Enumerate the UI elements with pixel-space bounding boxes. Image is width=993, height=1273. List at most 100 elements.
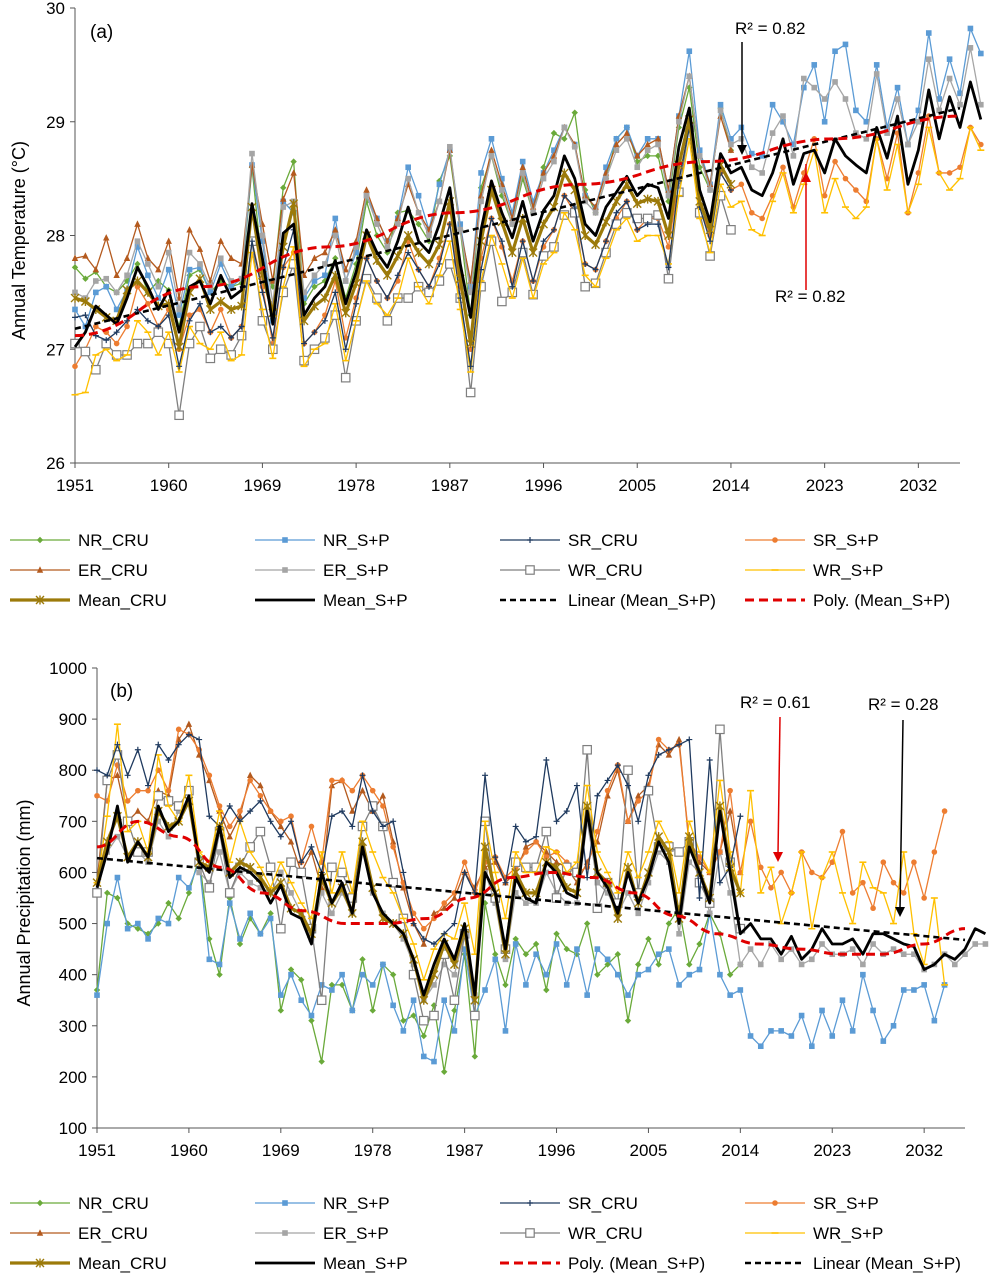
data-point <box>611 196 621 206</box>
data-point <box>93 323 99 330</box>
data-point <box>625 890 631 896</box>
data-point <box>873 62 880 68</box>
data-point <box>502 981 509 989</box>
legend-item-linear: Linear (Mean_S+P) <box>500 591 716 610</box>
data-point <box>332 289 339 296</box>
data-point <box>676 741 683 748</box>
data-point <box>124 323 130 330</box>
data-point <box>217 261 224 267</box>
data-point <box>561 192 568 199</box>
data-point <box>655 141 661 148</box>
legend-item-mean-cru: Mean_CRU <box>10 1254 167 1273</box>
data-point <box>571 143 578 150</box>
data-point <box>676 930 682 937</box>
data-point <box>498 238 505 245</box>
panel-label: (a) <box>90 22 113 43</box>
data-point <box>311 329 318 336</box>
legend-item-sr-cru: SR_CRU <box>500 531 638 550</box>
legend-label: WR_CRU <box>568 1224 643 1243</box>
legend-item-wr-sp: WR_S+P <box>745 1224 883 1243</box>
legend-label: ER_CRU <box>78 1224 148 1243</box>
x-tick-label: 2005 <box>630 1141 668 1160</box>
data-point <box>911 859 917 866</box>
series-line <box>74 126 732 416</box>
data-point <box>925 30 932 36</box>
x-tick-label: 1969 <box>262 1141 300 1160</box>
data-point <box>870 1007 876 1014</box>
data-point <box>533 838 539 845</box>
chart-panel-precipitation: 100 200 300 400 500 600 700 800 900 1000 1951 1960 1… <box>10 659 989 1273</box>
data-point <box>197 261 203 267</box>
data-point <box>582 801 592 811</box>
y-tick-label: 400 <box>59 966 87 985</box>
data-point <box>206 813 213 820</box>
data-point <box>257 930 264 937</box>
data-point <box>269 334 276 341</box>
data-point <box>322 272 328 279</box>
data-point <box>471 1053 479 1060</box>
y-tick-label: 200 <box>59 1068 87 1087</box>
data-point <box>405 164 411 171</box>
legend-marker <box>527 537 533 543</box>
data-point <box>165 833 172 840</box>
data-point <box>574 946 580 952</box>
data-point <box>634 158 641 165</box>
data-point <box>132 338 143 349</box>
data-point <box>592 209 599 216</box>
legend-label: SR_S+P <box>813 531 879 550</box>
data-point <box>175 726 182 733</box>
legend-label: SR_S+P <box>813 1194 879 1213</box>
data-point <box>643 785 654 796</box>
data-point <box>155 283 162 290</box>
data-point <box>832 79 838 85</box>
data-point <box>644 140 651 148</box>
x-tick-label: 1978 <box>337 476 375 495</box>
series-line <box>96 728 741 1022</box>
data-point <box>153 790 164 801</box>
data-point <box>530 278 537 284</box>
data-point <box>394 221 401 227</box>
data-point <box>624 1017 632 1024</box>
data-point <box>289 199 299 209</box>
legend-item-er-cru: ER_CRU <box>10 1224 148 1243</box>
data-point <box>925 56 932 62</box>
data-point <box>492 854 499 861</box>
data-point <box>951 961 958 968</box>
data-point <box>519 170 526 176</box>
legend-marker <box>772 1200 778 1206</box>
data-point <box>717 849 723 855</box>
data-point <box>134 244 141 250</box>
data-point <box>278 869 284 876</box>
data-point <box>339 808 346 815</box>
data-point <box>308 823 315 830</box>
data-point <box>359 772 366 779</box>
data-point <box>757 864 764 871</box>
data-point <box>163 338 174 349</box>
data-point <box>707 238 714 245</box>
data-point <box>380 961 386 968</box>
data-point <box>390 844 396 850</box>
y-tick-label: 26 <box>46 454 65 473</box>
data-point <box>613 136 620 142</box>
data-point <box>186 312 193 318</box>
data-point <box>583 920 591 927</box>
x-tick-label: 1960 <box>150 476 188 495</box>
data-point <box>308 1012 315 1019</box>
data-point <box>890 879 897 886</box>
data-point <box>801 84 807 91</box>
data-point <box>185 889 193 897</box>
data-point <box>686 961 693 968</box>
legend-label: NR_S+P <box>323 531 390 550</box>
data-point <box>727 890 733 896</box>
data-point <box>339 971 345 978</box>
legend-label: NR_CRU <box>78 1194 149 1213</box>
data-point <box>339 890 345 896</box>
data-point <box>114 771 121 779</box>
data-point <box>778 869 784 876</box>
data-point <box>540 175 547 182</box>
data-point <box>353 300 360 307</box>
data-point <box>257 792 264 799</box>
data-point <box>176 363 183 370</box>
data-point <box>394 272 401 279</box>
data-point <box>451 920 458 927</box>
